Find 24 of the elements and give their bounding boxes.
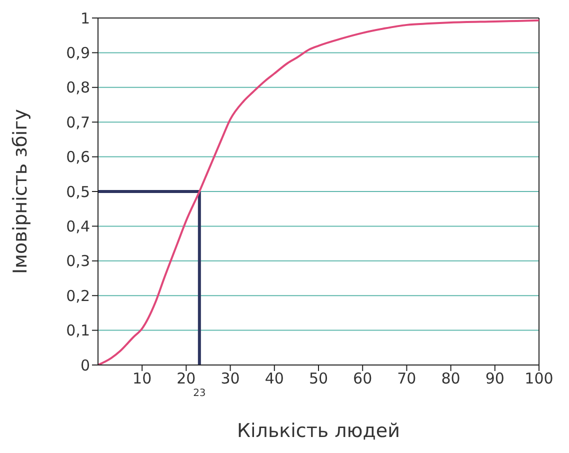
x-tick-label: 30 [220,370,240,388]
y-tick-label: 0 [80,356,90,374]
y-tick-label: 0,2 [66,286,90,305]
x-tick-label: 20 [176,370,196,388]
x-tick-label: 60 [353,370,372,388]
y-tick-label: 0,5 [66,182,90,201]
x-tick-label: 80 [441,370,460,388]
x-axis-title: Кількість людей [237,420,400,442]
x-tick-label: 10 [132,370,152,388]
y-tick-label: 0,4 [66,218,90,236]
y-tick-label: 0,8 [66,78,90,97]
x-tick-label: 90 [485,370,504,388]
x-tick-label: 100 [524,370,554,388]
y-tick-label: 0,3 [66,252,90,270]
y-tick-label: 0,1 [66,322,90,340]
y-tick-label: 0,7 [66,113,90,132]
x-tick-label: 50 [308,370,328,388]
y-tick-label: 0,9 [66,44,90,62]
ref-line-label: 23 [193,388,206,400]
x-tick-label: 40 [264,370,284,388]
y-axis-title: Імовірність збігу [10,109,32,274]
x-tick-label: 70 [397,370,416,388]
y-tick-label: 1 [80,9,90,28]
y-tick-label: 0,6 [66,148,90,166]
